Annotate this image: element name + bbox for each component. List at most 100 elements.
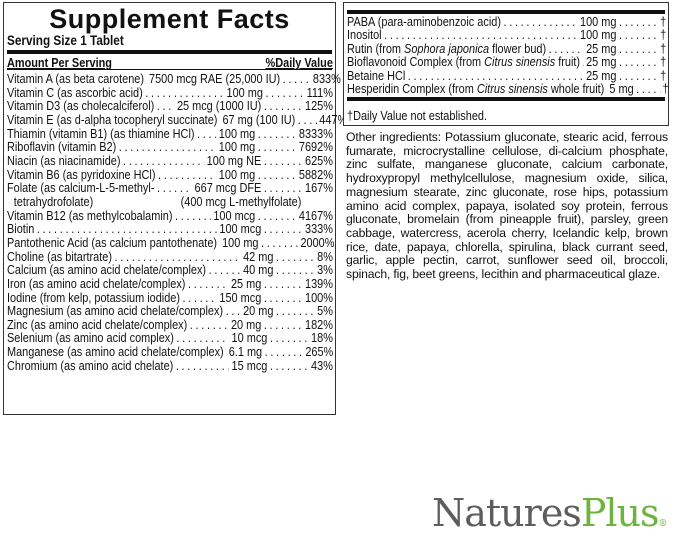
nutrient-row: Vitamin D3 (as cholecalciferol) 25 mcg (1… bbox=[7, 99, 333, 113]
leader-dots bbox=[264, 277, 303, 291]
nutrient-amount: 67 mg (100 IU) bbox=[222, 111, 296, 127]
nutrient-row: Vitamin C (as ascorbic acid) 100 mg 111% bbox=[7, 84, 333, 100]
nutrient-name: Folate (as calcium-L-5-methyl- bbox=[7, 180, 155, 196]
nutrient-name: Vitamin B6 (as pyridoxine HCl) bbox=[7, 166, 156, 182]
leader-dots bbox=[157, 99, 175, 113]
leader-dots bbox=[619, 42, 658, 55]
thin-divider bbox=[7, 69, 332, 70]
nutrient-row: Betaine HCl 25 mg † bbox=[347, 67, 666, 83]
leader-dots bbox=[298, 113, 317, 127]
nutrient-row: Iodine (from kelp, potassium iodide) 150 … bbox=[7, 289, 333, 305]
nutrient-row: Manganese (as amino acid chelate/complex… bbox=[7, 345, 333, 359]
nutrient-amount: 100 mg bbox=[218, 166, 256, 182]
nutrient-amount: 100 mg bbox=[580, 27, 617, 43]
daily-value: 2000% bbox=[300, 234, 335, 250]
leader-dots bbox=[619, 28, 658, 41]
nutrient-amount-alt: (400 mcg L-methylfolate) bbox=[180, 193, 302, 209]
nutrient-amount: 100 mg bbox=[218, 125, 256, 141]
daily-value: 265% bbox=[305, 344, 334, 360]
leader-dots bbox=[157, 181, 192, 195]
leader-dots bbox=[226, 304, 241, 318]
leader-dots bbox=[176, 331, 229, 345]
panel-title: Supplement Facts bbox=[49, 4, 290, 34]
nutrient-row: Folate (as calcium-L-5-methyl- 667 mcg DF… bbox=[7, 181, 333, 195]
leader-dots bbox=[265, 345, 303, 359]
leader-dots bbox=[264, 222, 303, 236]
daily-value: 100% bbox=[304, 289, 333, 305]
nutrient-amount: 150 mcg bbox=[219, 289, 262, 305]
nutrient-name: Hesperidin Complex (from Citrus sinensis… bbox=[347, 81, 605, 97]
nutrient-row: Bioflavonoid Complex (from Citrus sinens… bbox=[347, 54, 667, 70]
nutrient-name: Thiamin (vitamin B1) (as thiamine HCl) bbox=[7, 125, 195, 141]
nutrient-amount: 100 mcg bbox=[219, 221, 262, 237]
ingredient-list: PABA (para-aminobenzoic acid)100 mg†Inos… bbox=[347, 14, 669, 97]
nutrient-amount: 25 mg bbox=[586, 67, 617, 83]
nutrient-name: Betaine HCl bbox=[347, 67, 406, 83]
leader-dots bbox=[37, 222, 217, 236]
daily-value: † bbox=[662, 81, 669, 97]
nutrient-row: Zinc (as amino acid chelate/complex) 20 m… bbox=[7, 318, 333, 332]
daily-value: 3% bbox=[317, 262, 333, 278]
leader-dots bbox=[176, 359, 229, 373]
amount-header: Amount Per Serving bbox=[7, 55, 112, 70]
nutrient-amount: 100 mg bbox=[218, 139, 256, 155]
daily-value: 182% bbox=[304, 316, 333, 332]
nutrient-row: Calcium (as amino acid chelate/complex) 4… bbox=[7, 263, 333, 277]
nutrient-row-continuation: tetrahydrofolate) (400 mcg L-methylfolate… bbox=[7, 195, 333, 209]
daily-value: † bbox=[660, 27, 667, 43]
leader-dots bbox=[384, 28, 577, 41]
serving-size: Serving Size 1 Tablet bbox=[7, 32, 124, 48]
nutrient-amount: 42 mg bbox=[243, 248, 274, 264]
leader-dots bbox=[619, 55, 658, 68]
daily-value: † bbox=[660, 54, 667, 70]
naturesplus-logo: NaturesPlus® bbox=[432, 491, 668, 535]
nutrient-name: Zinc (as amino acid chelate/complex) bbox=[7, 316, 188, 332]
nutrient-name: Vitamin C (as ascorbic acid) bbox=[7, 84, 143, 100]
nutrient-row: Chromium (as amino acid chelate) 15 mcg 43… bbox=[7, 359, 333, 373]
nutrient-name: Bioflavonoid Complex (from Citrus sinens… bbox=[347, 54, 581, 70]
leader-dots bbox=[158, 168, 216, 182]
nutrient-row: Hesperidin Complex (from Citrus sinensis… bbox=[347, 81, 669, 97]
nutrient-name: Vitamin A (as beta carotene) bbox=[7, 71, 144, 86]
nutrient-name: Calcium (as amino acid chelate/complex) bbox=[7, 262, 207, 278]
nutrient-row: Niacin (as niacinamide) 100 mg NE 625% bbox=[7, 154, 333, 168]
thick-divider bbox=[347, 97, 665, 101]
nutrient-row: Rutin (from Sophora japonica flower bud)… bbox=[347, 40, 666, 56]
nutrient-row: Vitamin B6 (as pyridoxine HCl) 100 mg 5882… bbox=[7, 166, 333, 182]
nutrient-row: Inositol 100 mg † bbox=[347, 27, 667, 43]
nutrient-amount: 40 mg bbox=[243, 262, 274, 278]
nutrient-row: PABA (para-aminobenzoic acid) 100 mg † bbox=[347, 14, 667, 29]
nutrient-row: Vitamin B12 (as methylcobalamin) 100 mcg 4… bbox=[7, 207, 333, 223]
nutrient-name: Iodine (from kelp, potassium iodide) bbox=[7, 289, 180, 305]
nutrient-name: Chromium (as amino acid chelate) bbox=[7, 357, 174, 373]
leader-dots bbox=[265, 86, 304, 100]
nutrient-name: Biotin bbox=[7, 221, 35, 237]
nutrient-row: Riboflavin (vitamin B2) 100 mg 7692% bbox=[7, 140, 333, 154]
daily-value: 139% bbox=[304, 275, 333, 291]
logo-plus: Plus bbox=[580, 491, 660, 535]
leader-dots bbox=[258, 209, 297, 223]
leader-dots bbox=[123, 154, 204, 168]
nutrient-amount: 100 mg bbox=[580, 14, 617, 29]
nutrient-row: Selenium (as amino acid complex) 10 mcg 18… bbox=[7, 331, 333, 345]
other-ingredients: Other ingredients: Potassium gluconate, … bbox=[346, 130, 668, 282]
nutrient-amount: 15 mcg bbox=[231, 357, 268, 373]
nutrient-amount: 5 mg bbox=[609, 81, 634, 97]
nutrient-amount: 25 mg bbox=[586, 40, 617, 56]
leader-dots bbox=[197, 127, 216, 141]
nutrient-amount: 100 mcg bbox=[213, 207, 256, 223]
leader-dots bbox=[264, 99, 303, 113]
daily-value: † bbox=[660, 14, 667, 29]
leader-dots bbox=[261, 236, 298, 250]
nutrient-amount: 20 mg bbox=[243, 303, 274, 319]
nutrient-amount: 25 mg bbox=[230, 275, 262, 291]
nutrient-amount: 100 mg NE bbox=[206, 152, 262, 168]
nutrient-list: Vitamin A (as beta carotene) 7500 mcg RAE… bbox=[7, 71, 348, 373]
daily-value: 8333% bbox=[298, 125, 333, 141]
leader-dots bbox=[258, 140, 297, 154]
daily-value: 333% bbox=[304, 221, 333, 237]
daily-value: 447% bbox=[319, 111, 348, 127]
leader-dots bbox=[270, 331, 309, 345]
nutrient-amount: 667 mcg DFE bbox=[194, 180, 262, 196]
nutrient-name: Niacin (as niacinamide) bbox=[7, 152, 121, 168]
